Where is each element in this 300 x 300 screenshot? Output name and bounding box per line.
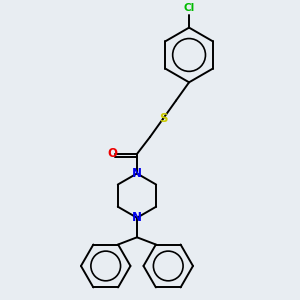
Text: N: N [132,167,142,180]
Text: S: S [159,112,167,125]
Text: O: O [107,147,117,161]
Text: Cl: Cl [183,3,195,13]
Text: N: N [132,211,142,224]
